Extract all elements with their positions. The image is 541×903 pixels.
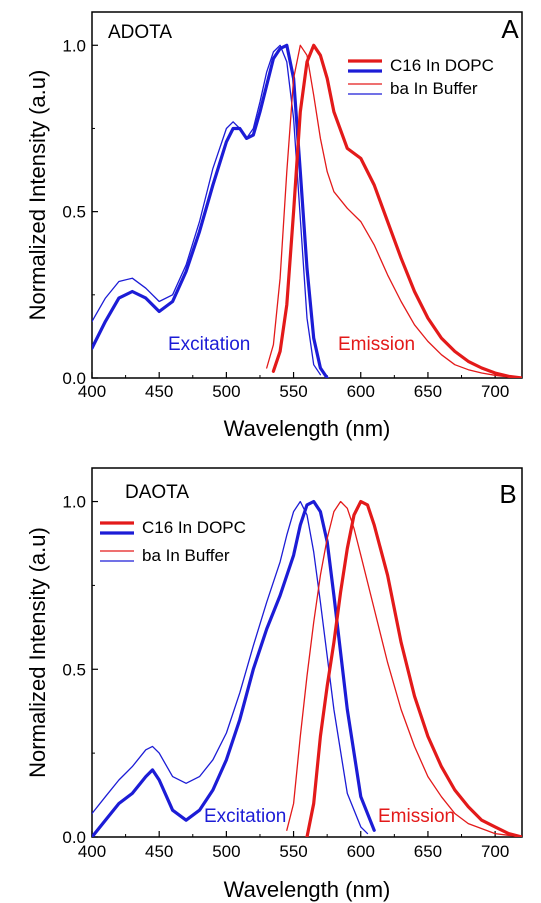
x-tick-label: 600 xyxy=(347,382,375,401)
x-tick-label: 700 xyxy=(481,842,509,861)
dye-label: DAOTA xyxy=(125,482,189,503)
emission-annotation: Emission xyxy=(378,806,455,827)
x-tick-label: 450 xyxy=(145,382,173,401)
series-line-excitation-thick xyxy=(92,499,376,837)
x-tick-label: 500 xyxy=(212,382,240,401)
chart-panel-a: 400 450 500 550 600 650 700 0.0 0.5 1.0 Wavelength… xyxy=(25,11,523,441)
x-tick-label: 400 xyxy=(78,842,106,861)
series-line-emission-thin xyxy=(266,44,522,378)
series-line-emission-thick xyxy=(305,499,522,837)
x-axis-label: Wavelength (nm) xyxy=(224,416,391,441)
series-line-emission-thick xyxy=(271,43,522,378)
series-group xyxy=(92,499,522,837)
series-line-emission-thin xyxy=(286,500,522,837)
legend-label: C16 In DOPC xyxy=(142,518,246,537)
legend-label: ba In Buffer xyxy=(142,546,230,565)
x-axis-label: Wavelength (nm) xyxy=(224,877,391,902)
y-axis-label: Normalized Intensity (a.u) xyxy=(25,70,50,321)
excitation-annotation: Excitation xyxy=(168,334,250,355)
panel-letter: A xyxy=(501,14,519,44)
panel-letter: B xyxy=(499,479,516,509)
series-line-excitation-thin xyxy=(92,44,322,376)
x-tick-label: 450 xyxy=(145,842,173,861)
y-tick-label: 1.0 xyxy=(62,36,86,55)
y-tick-label: 1.0 xyxy=(62,493,86,512)
series-group xyxy=(92,43,522,378)
y-tick-label: 0.0 xyxy=(62,369,86,388)
x-tick-label: 550 xyxy=(279,842,307,861)
legend-label: C16 In DOPC xyxy=(390,56,494,75)
x-tick-label: 650 xyxy=(414,842,442,861)
plot-frame xyxy=(91,11,523,379)
dye-label: ADOTA xyxy=(108,22,172,43)
x-tick-label: 650 xyxy=(414,382,442,401)
emission-annotation: Emission xyxy=(338,334,415,355)
y-tick-label: 0.5 xyxy=(62,203,86,222)
x-tick-label: 550 xyxy=(279,382,307,401)
x-tick-label: 600 xyxy=(347,842,375,861)
y-tick-label: 0.5 xyxy=(62,660,86,679)
x-tick-label: 400 xyxy=(78,382,106,401)
x-tick-label: 700 xyxy=(481,382,509,401)
y-axis-label: Normalized Intensity (a.u) xyxy=(25,527,50,778)
chart-panel-b: 400 450 500 550 600 650 700 0.0 0.5 1.0 Wavelength… xyxy=(25,467,523,902)
y-tick-label: 0.0 xyxy=(62,828,86,847)
excitation-annotation: Excitation xyxy=(204,806,286,827)
series-line-excitation-thin xyxy=(92,500,369,835)
legend-label: ba In Buffer xyxy=(390,79,478,98)
x-tick-label: 500 xyxy=(212,842,240,861)
